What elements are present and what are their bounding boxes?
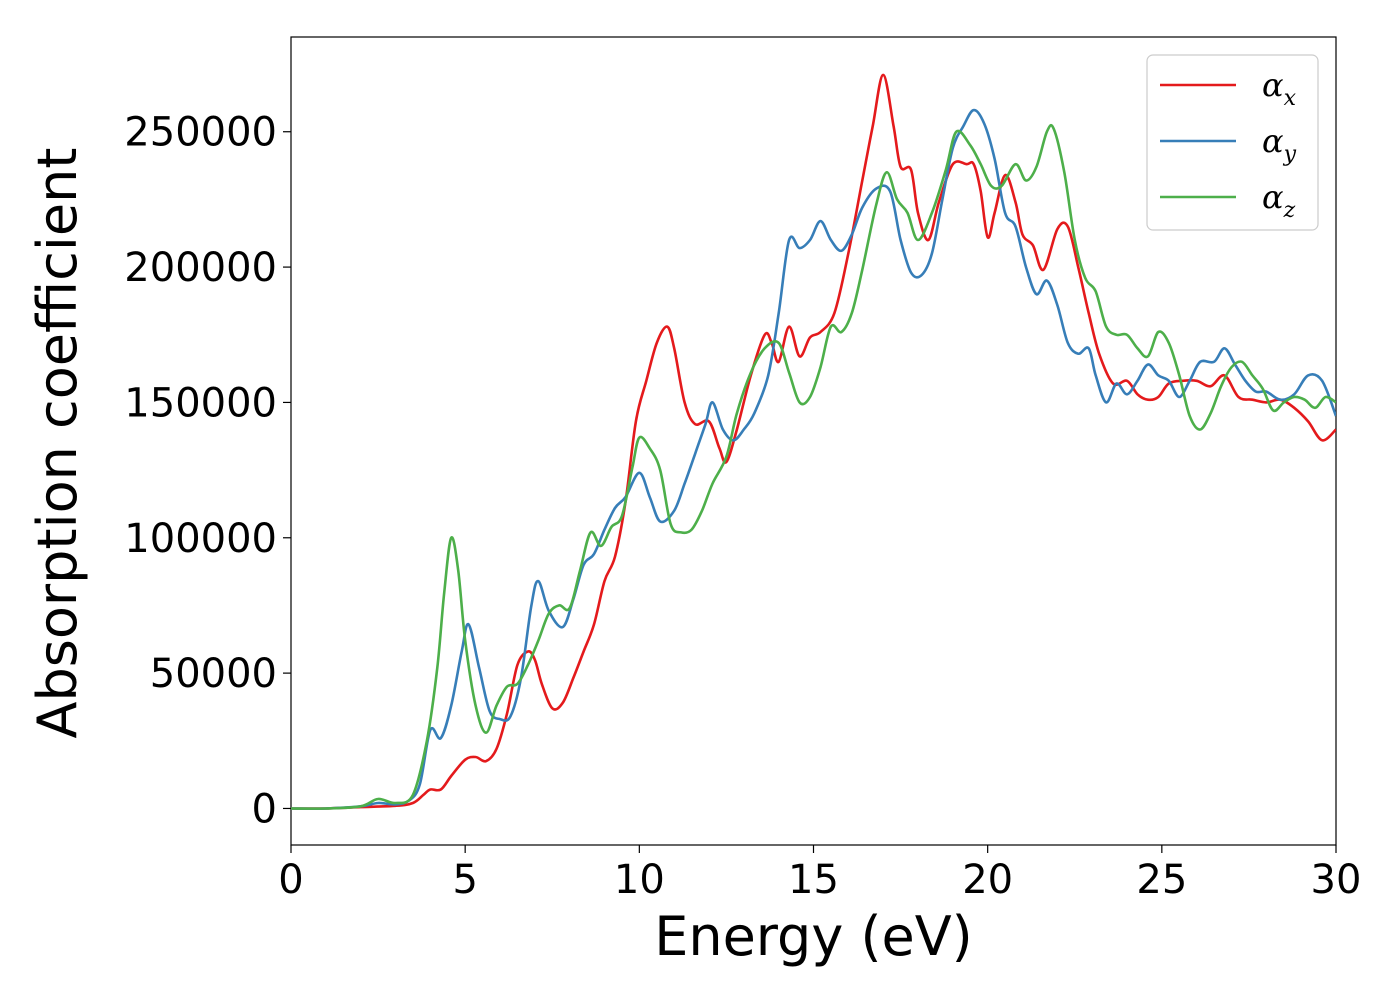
y-tick-label: 0 <box>252 786 277 832</box>
x-tick-label: 20 <box>962 857 1013 903</box>
x-tick-label: 25 <box>1136 857 1187 903</box>
y-tick-label: 250000 <box>124 110 277 156</box>
x-tick-label: 5 <box>452 857 477 903</box>
legend: αx αy αz <box>1146 54 1319 231</box>
x-tick-label: 10 <box>614 857 665 903</box>
x-axis-label: Energy (eV) <box>654 905 973 968</box>
y-tick-label: 150000 <box>124 380 277 426</box>
x-tick-label: 30 <box>1311 857 1362 903</box>
x-tick-label: 15 <box>788 857 839 903</box>
legend-label-z: αz <box>1262 178 1296 223</box>
y-tick-label: 200000 <box>124 245 277 291</box>
y-axis-label: Absorption coefficient <box>26 148 89 739</box>
y-tick-label: 100000 <box>124 516 277 562</box>
series-line-z <box>291 123 1336 810</box>
series-line-x <box>291 73 1336 810</box>
x-axis: 0 5 10 15 20 25 30 <box>278 845 1361 903</box>
y-axis: 0 50000 100000 150000 200000 250000 <box>124 110 291 832</box>
legend-label-x: αx <box>1262 66 1297 111</box>
y-tick-label: 50000 <box>150 651 277 697</box>
x-tick-label: 0 <box>278 857 303 903</box>
legend-box <box>1146 54 1319 231</box>
series-layer <box>291 73 1336 810</box>
legend-label-y: αy <box>1262 122 1297 167</box>
series-line-y <box>291 108 1336 810</box>
